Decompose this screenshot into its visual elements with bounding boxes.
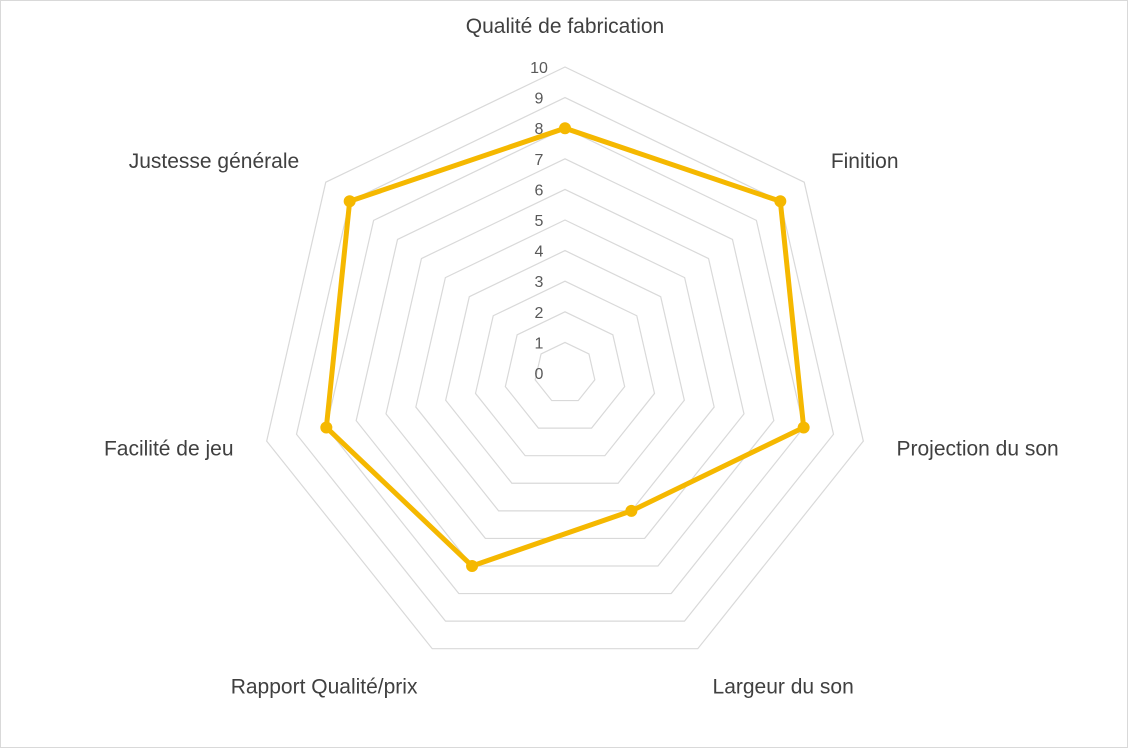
category-label: Rapport Qualité/prix [231,675,418,698]
tick-label: 5 [535,213,544,230]
category-label: Finition [831,150,899,173]
tick-label: 9 [535,91,544,108]
grid-ring [474,280,656,457]
grid-ring [445,249,685,484]
grid-ring [415,219,715,512]
tick-label: 8 [535,121,544,138]
tick-label: 2 [535,305,544,322]
grid-ring [385,188,745,540]
grid-layer [266,66,864,650]
tick-label: 7 [535,152,544,169]
data-point [320,421,333,434]
tick-label: 10 [530,60,548,77]
tick-label: 1 [535,335,544,352]
series-layer [320,122,810,572]
grid-ring [534,341,596,402]
tick-label: 3 [535,274,544,291]
category-label: Largeur du son [713,675,854,698]
series-line [323,125,807,569]
grid-ring [295,96,835,622]
axis-labels: Qualité de fabrication Finition Projection… [104,15,1059,698]
grid-ring [355,158,775,567]
data-point [559,122,571,135]
grid-ring [325,127,805,595]
category-label: Projection du son [896,438,1058,461]
tick-label: 0 [535,366,544,383]
tick-label: 4 [535,244,544,261]
category-label: Qualité de fabrication [466,15,664,38]
data-point [466,559,479,572]
category-label: Justesse générale [129,150,299,173]
data-point [774,195,787,208]
tick-label: 6 [535,182,544,199]
data-point [625,504,638,517]
tick-labels: 0 1 2 3 4 5 6 7 8 9 10 [530,60,548,383]
data-point [343,195,356,208]
category-label: Facilité de jeu [104,438,234,461]
grid-ring [504,311,626,429]
data-point [797,421,810,434]
grid-ring [266,66,864,650]
